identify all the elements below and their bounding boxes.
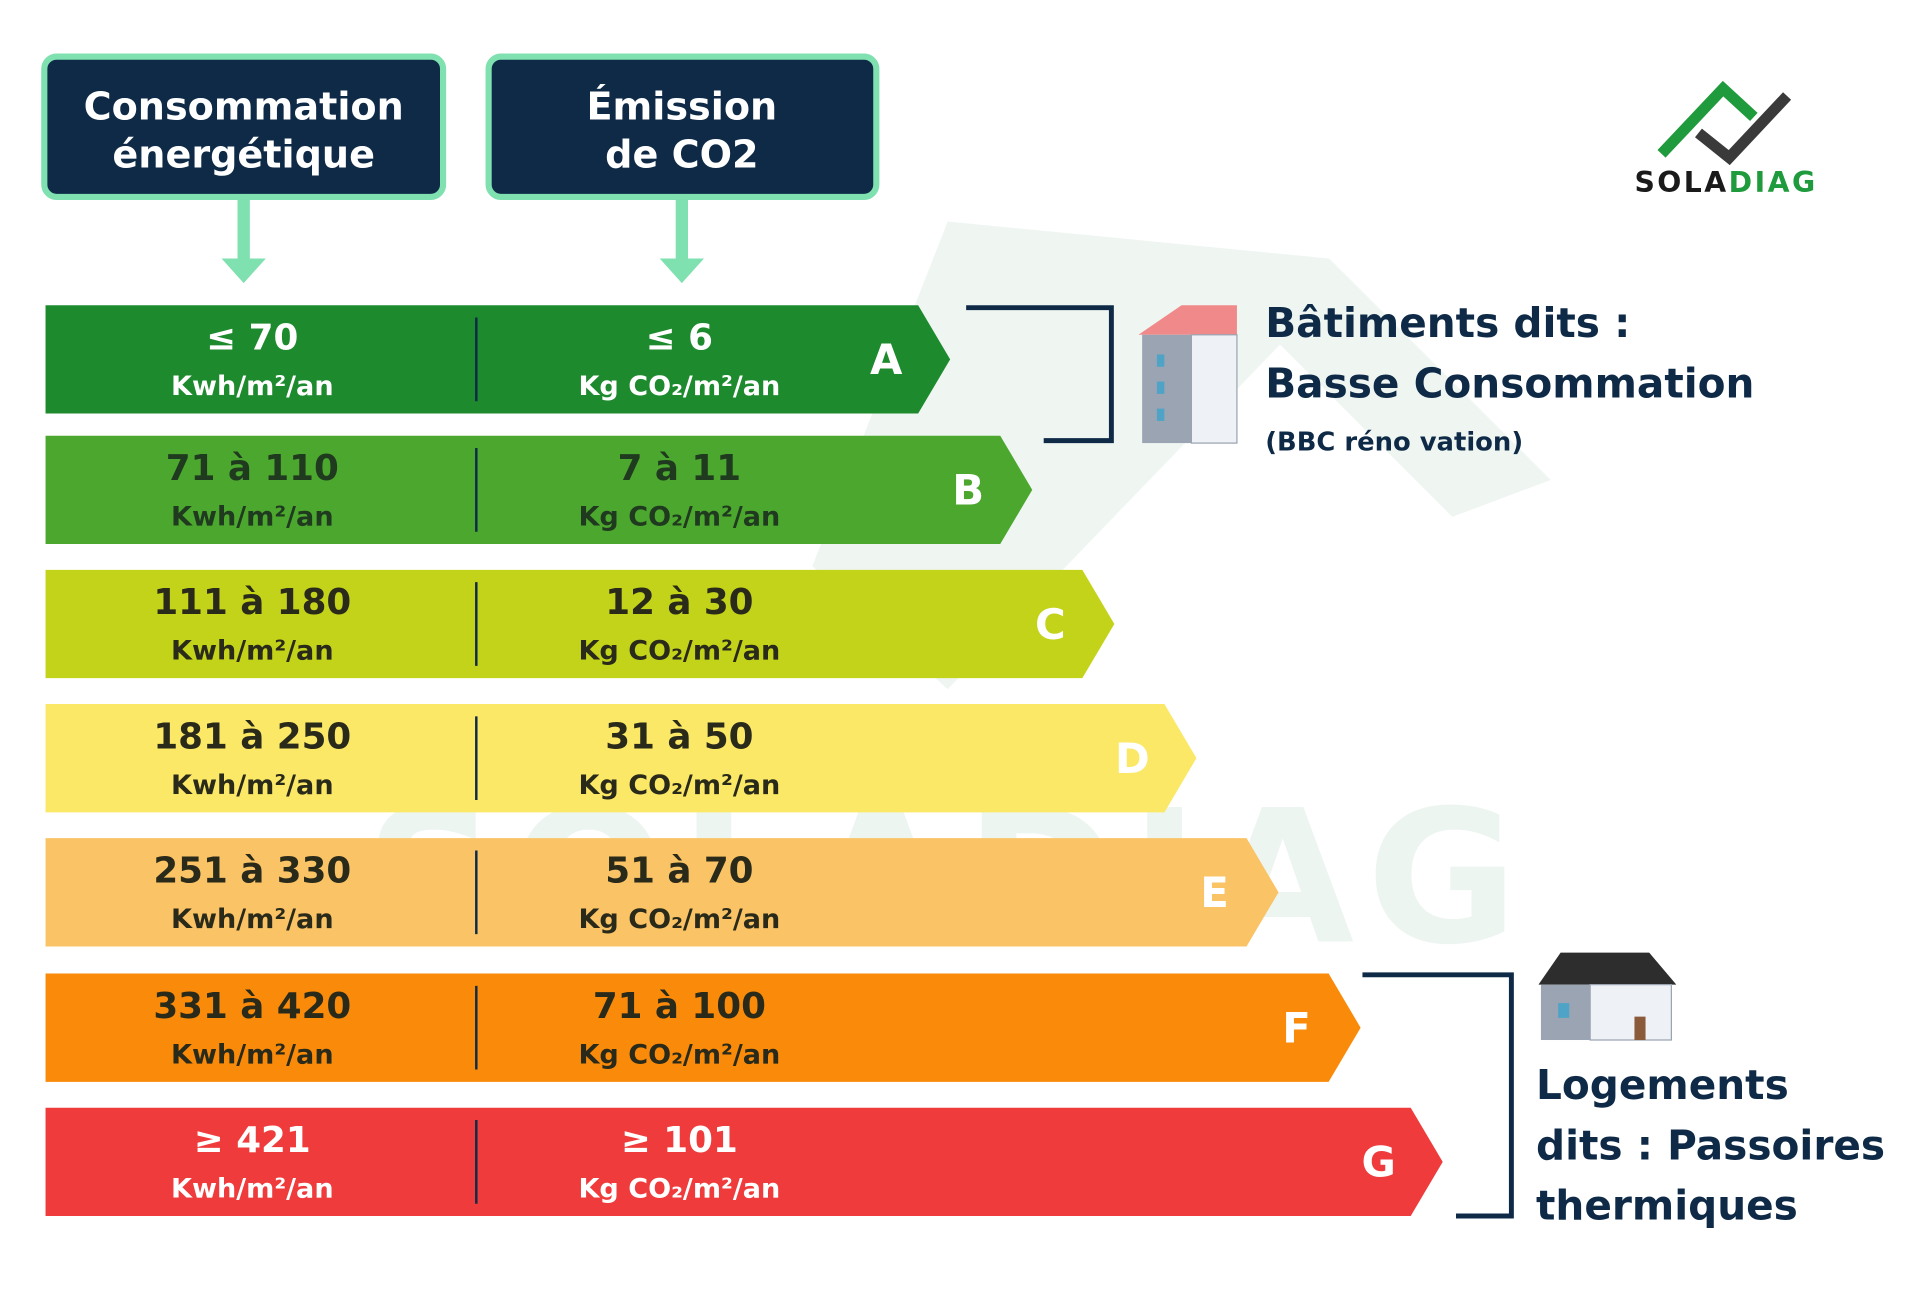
group-title: Basse Consommation <box>1265 360 1754 408</box>
co2-range: 7 à 11 <box>618 448 741 489</box>
group-note: (BBC réno vation) <box>1265 427 1523 457</box>
logo-part: SOLA <box>1634 166 1728 199</box>
group-title: Bâtiments dits : <box>1265 299 1630 347</box>
logo-mark <box>1657 80 1792 166</box>
class-letter: A <box>870 335 903 384</box>
energy-range: ≤ 70 <box>206 318 298 359</box>
house-icon <box>1538 952 1677 1041</box>
class-bar <box>45 569 1115 679</box>
co2-unit: Kg CO₂/m²/an <box>578 904 780 935</box>
co2-range: 51 à 70 <box>605 850 753 891</box>
energy-range: 331 à 420 <box>153 986 351 1027</box>
co2-range: 71 à 100 <box>593 986 766 1027</box>
co2-unit: Kg CO₂/m²/an <box>578 770 780 801</box>
co2-range: 31 à 50 <box>605 716 753 757</box>
energy-range: 251 à 330 <box>153 850 351 891</box>
co2-range: ≤ 6 <box>646 318 713 359</box>
energy-unit: Kwh/m²/an <box>171 371 334 402</box>
class-letter: F <box>1282 1003 1311 1052</box>
header-text: Consommation <box>84 84 404 128</box>
energy-range: 181 à 250 <box>153 716 351 757</box>
class-letter: B <box>952 466 984 515</box>
class-letter: E <box>1200 868 1229 917</box>
class-letter: C <box>1035 600 1066 649</box>
class-bar <box>45 1107 1443 1217</box>
header-box <box>41 53 447 201</box>
bracket <box>966 305 1114 444</box>
class-bar <box>45 305 951 414</box>
class-bar <box>45 838 1279 947</box>
group-title: dits : Passoires <box>1536 1121 1885 1169</box>
class-bar <box>45 704 1197 813</box>
energy-unit: Kwh/m²/an <box>171 502 334 533</box>
bracket <box>1362 972 1514 1219</box>
building-icon <box>1138 305 1238 444</box>
class-bar <box>45 973 1361 1082</box>
co2-unit: Kg CO₂/m²/an <box>578 371 780 402</box>
co2-range: ≥ 101 <box>621 1120 738 1161</box>
energy-unit: Kwh/m²/an <box>171 1039 334 1070</box>
header-box <box>485 53 880 201</box>
energy-unit: Kwh/m²/an <box>171 904 334 935</box>
group-title: thermiques <box>1536 1182 1798 1230</box>
logo-text: SOLADIAG <box>1634 166 1817 199</box>
logo-part: DIAG <box>1729 166 1818 199</box>
energy-unit: Kwh/m²/an <box>171 770 334 801</box>
energy-range: 111 à 180 <box>153 582 351 623</box>
co2-unit: Kg CO₂/m²/an <box>578 1039 780 1070</box>
energy-range: 71 à 110 <box>166 448 339 489</box>
co2-unit: Kg CO₂/m²/an <box>578 1174 780 1205</box>
co2-unit: Kg CO₂/m²/an <box>578 636 780 667</box>
co2-range: 12 à 30 <box>605 582 753 623</box>
header-text: énergétique <box>112 132 375 176</box>
class-bar <box>45 435 1033 545</box>
energy-unit: Kwh/m²/an <box>171 636 334 667</box>
co2-unit: Kg CO₂/m²/an <box>578 502 780 533</box>
class-letter: G <box>1362 1138 1396 1187</box>
class-letter: D <box>1115 734 1150 783</box>
energy-range: ≥ 421 <box>194 1120 311 1161</box>
header-text: Émission <box>586 84 777 128</box>
header-text: de CO2 <box>605 132 758 176</box>
group-title: Logements <box>1536 1061 1789 1109</box>
arrow <box>221 199 704 284</box>
energy-unit: Kwh/m²/an <box>171 1174 334 1205</box>
